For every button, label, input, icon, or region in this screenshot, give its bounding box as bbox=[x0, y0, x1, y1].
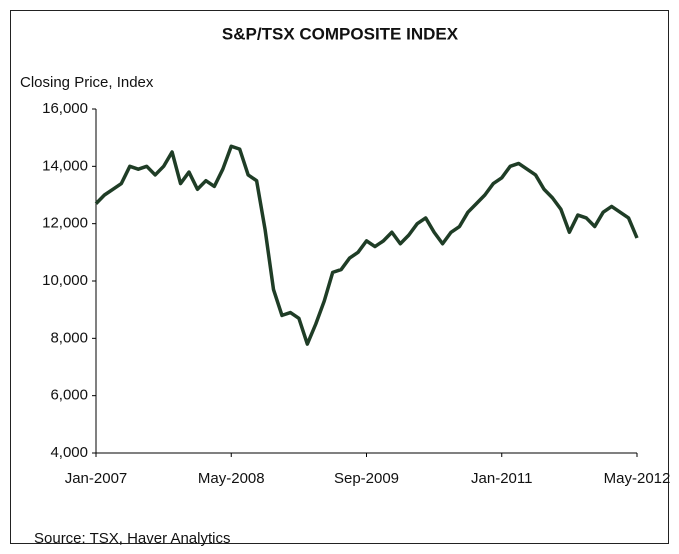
x-tick-label: Jan-2011 bbox=[471, 470, 532, 487]
source-note: Source: TSX, Haver Analytics bbox=[34, 530, 230, 547]
y-tick-label: 8,000 bbox=[50, 329, 88, 346]
y-axis-label: Closing Price, Index bbox=[20, 74, 154, 91]
y-tick-label: 4,000 bbox=[50, 444, 88, 461]
y-tick-label: 10,000 bbox=[42, 272, 88, 289]
y-tick-label: 14,000 bbox=[42, 157, 88, 174]
chart-title: S&P/TSX COMPOSITE INDEX bbox=[222, 24, 459, 43]
y-tick-label: 6,000 bbox=[50, 387, 88, 404]
x-tick-label: Jan-2007 bbox=[65, 470, 128, 487]
y-tick-label: 12,000 bbox=[42, 215, 88, 232]
y-tick-label: 16,000 bbox=[42, 100, 88, 117]
x-tick-label: May-2008 bbox=[198, 470, 265, 487]
x-tick-label: May-2012 bbox=[604, 470, 671, 487]
frame bbox=[10, 10, 669, 544]
series-line bbox=[94, 144, 639, 346]
x-tick-label: Sep-2009 bbox=[334, 470, 399, 487]
